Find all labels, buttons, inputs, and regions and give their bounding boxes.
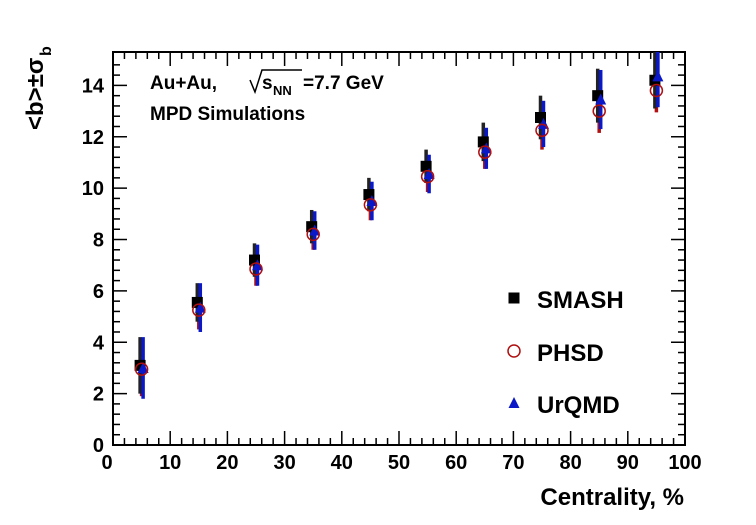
y-tick-label: 14 xyxy=(82,75,105,97)
legend-marker-smash xyxy=(508,292,520,304)
phsd-point xyxy=(134,362,149,376)
data-markers xyxy=(134,70,664,376)
x-tick-label: 50 xyxy=(388,452,410,474)
urqmd-point xyxy=(252,259,263,271)
urqmd-point xyxy=(194,301,206,313)
tick-labels: 0 10 20 30 40 50 60 70 80 90 100 0 2 4 6 8 10 12 14 xyxy=(82,75,702,474)
x-tick-label: 80 xyxy=(559,452,581,474)
phsd-point xyxy=(649,83,664,98)
y-tick-label: 12 xyxy=(82,127,104,149)
phsd-point xyxy=(306,227,320,242)
phsd-point xyxy=(363,198,378,212)
y-tick-label: 2 xyxy=(93,384,104,406)
annotation-energy-value: =7.7 GeV xyxy=(303,73,384,94)
urqmd-point xyxy=(595,93,607,105)
legend: SMASH PHSD UrQMD xyxy=(507,287,624,419)
phsd-point xyxy=(535,123,549,138)
phsd-point xyxy=(592,104,606,118)
legend-label-urqmd: UrQMD xyxy=(537,392,620,419)
y-axis-label: <b>±σ b xyxy=(22,46,55,130)
axis-ticks xyxy=(112,52,686,446)
legend-label-smash: SMASH xyxy=(537,287,624,314)
y-tick-label: 8 xyxy=(93,230,104,252)
x-tick-label: 90 xyxy=(617,452,639,474)
y-tick-label: 0 xyxy=(93,435,104,457)
legend-label-phsd: PHSD xyxy=(537,340,604,367)
sqrt-symbol xyxy=(249,69,302,95)
y-axis-label-main: <b>±σ xyxy=(22,58,49,130)
x-tick-label: 70 xyxy=(502,452,524,474)
smash-point xyxy=(191,296,203,308)
smash-point xyxy=(420,160,432,172)
annotation-energy-sub: NN xyxy=(273,83,292,98)
urqmd-point xyxy=(423,168,435,180)
urqmd-point xyxy=(309,224,321,236)
x-axis-label: Centrality, % xyxy=(540,484,684,511)
urqmd-point xyxy=(366,194,378,206)
x-tick-label: 0 xyxy=(101,452,112,474)
phsd-point xyxy=(420,169,435,184)
x-tick-label: 60 xyxy=(445,452,467,474)
y-tick-label: 6 xyxy=(93,281,104,303)
x-tick-label: 40 xyxy=(331,452,353,474)
y-tick-label: 10 xyxy=(82,178,104,200)
urqmd-point xyxy=(652,70,664,82)
smash-point xyxy=(306,221,318,233)
x-tick-label: 30 xyxy=(273,452,295,474)
smash-point xyxy=(477,136,489,148)
smash-point xyxy=(363,189,375,201)
smash-point xyxy=(592,90,604,102)
smash-point xyxy=(134,359,146,371)
y-tick-label: 4 xyxy=(93,332,105,354)
legend-marker-phsd xyxy=(507,344,521,358)
phsd-point xyxy=(478,145,492,159)
phsd-point xyxy=(249,262,263,276)
smash-point xyxy=(535,112,546,123)
annotation-system: Au+Au, xyxy=(150,73,217,94)
annotation-energy-s: s xyxy=(262,73,273,94)
y-axis-label-sub: b xyxy=(38,46,55,56)
annotation-simulation: MPD Simulations xyxy=(150,104,305,125)
urqmd-point xyxy=(480,142,492,154)
phsd-point xyxy=(192,303,206,317)
legend-marker-urqmd xyxy=(508,397,520,408)
x-tick-label: 10 xyxy=(159,452,181,474)
x-tick-label: 100 xyxy=(668,452,701,474)
x-tick-label: 20 xyxy=(216,452,238,474)
smash-point xyxy=(249,254,260,266)
urqmd-point xyxy=(137,361,149,373)
